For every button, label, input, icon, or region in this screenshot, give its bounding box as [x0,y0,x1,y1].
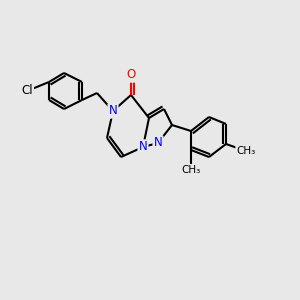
Text: O: O [126,68,136,82]
Text: CH₃: CH₃ [182,165,201,175]
Text: N: N [154,136,162,149]
Text: CH₃: CH₃ [236,146,256,156]
Text: N: N [109,104,117,118]
Text: N: N [139,140,147,154]
Text: Cl: Cl [21,85,33,98]
